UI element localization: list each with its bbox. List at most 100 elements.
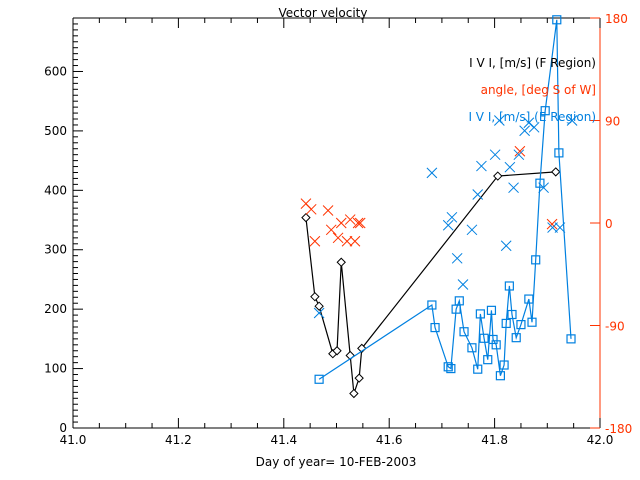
data-point-square	[552, 15, 562, 25]
data-point-x	[476, 160, 487, 172]
x-tick-label: 41.0	[60, 433, 87, 447]
data-point-x	[341, 235, 353, 247]
data-point-diamond	[310, 291, 320, 302]
y2-tick-label: -90	[605, 320, 625, 334]
data-point-x	[446, 211, 458, 223]
data-point-x	[352, 217, 364, 229]
x-mark-stroke	[514, 145, 526, 157]
data-point-square	[504, 281, 514, 291]
axes	[72, 17, 601, 429]
data-point-x	[547, 222, 558, 233]
series-line-0	[305, 171, 556, 394]
x-mark-stroke	[476, 160, 487, 172]
data-point-square	[454, 296, 464, 306]
y-tick-label: 300	[44, 243, 67, 257]
data-point-x	[489, 149, 501, 161]
x-mark-stroke	[451, 252, 463, 264]
data-point-x	[566, 115, 578, 126]
data-point-square	[459, 327, 469, 337]
data-point-diamond	[349, 388, 359, 399]
y-tick-label: 500	[44, 124, 67, 138]
data-point-x	[305, 203, 317, 215]
x-mark-stroke	[426, 167, 438, 179]
y-tick-label: 200	[44, 302, 67, 316]
x-tick-label: 41.2	[165, 433, 192, 447]
data-point-x	[442, 219, 454, 231]
data-point-diamond	[354, 373, 364, 383]
x-mark-stroke	[322, 205, 334, 216]
data-point-diamond	[314, 301, 324, 311]
data-point-square	[475, 309, 485, 319]
data-point-square	[499, 360, 509, 370]
data-point-square	[488, 334, 498, 345]
x-tick-label: 41.8	[481, 433, 508, 447]
x-mark-stroke	[354, 217, 366, 229]
x-mark-stroke	[309, 235, 321, 247]
chart-title: Vector velocity	[279, 6, 368, 20]
data-point-square	[479, 333, 489, 343]
x-mark-stroke	[546, 218, 558, 230]
data-point-x	[335, 217, 347, 229]
x-tick-label: 41.4	[270, 433, 297, 447]
x-mark-stroke	[547, 222, 558, 233]
x-tick-label: 41.6	[376, 433, 403, 447]
x-mark-stroke	[538, 182, 549, 194]
data-point-x	[504, 161, 516, 173]
legend: I V I, [m/s] (F Region) angle, [deg S of…	[468, 56, 596, 124]
data-point-square	[501, 318, 511, 329]
data-point-x	[349, 235, 361, 247]
y-tick-label: 600	[44, 64, 67, 78]
y2-tick-label: 180	[605, 12, 628, 26]
data-point-x	[514, 145, 526, 157]
x-mark-stroke	[508, 182, 519, 194]
x-mark-stroke	[466, 224, 478, 236]
data-point-square	[535, 178, 545, 188]
data-point-square	[467, 343, 477, 353]
x-mark-stroke	[504, 161, 516, 173]
data-point-x	[325, 224, 337, 236]
data-point-square	[524, 294, 534, 304]
y2-tick-label: -180	[605, 422, 632, 436]
data-point-square	[554, 148, 564, 158]
x-mark-stroke	[519, 125, 530, 137]
data-point-square	[495, 371, 505, 381]
data-point-square	[483, 355, 493, 365]
data-point-x	[309, 235, 321, 247]
x-mark-stroke	[305, 203, 317, 215]
x-mark-stroke	[457, 279, 469, 290]
data-point-square	[527, 317, 537, 327]
data-point-diamond	[336, 257, 346, 267]
x-mark-stroke	[500, 240, 512, 252]
data-point-square	[531, 255, 541, 265]
data-point-diamond	[332, 346, 342, 356]
x-tick-label: 42.0	[587, 433, 614, 447]
x-mark-stroke	[341, 235, 353, 247]
x-mark-stroke	[523, 117, 535, 129]
data-point-square	[491, 340, 501, 350]
legend-e-region: I V I, [m/s] (E Region)	[468, 110, 596, 124]
data-point-diamond	[551, 167, 561, 177]
series-line-2	[318, 19, 572, 380]
data-point-x	[546, 218, 558, 230]
data-point-x	[451, 252, 463, 264]
data-point-x	[513, 149, 525, 161]
y-tick-label: 400	[44, 183, 67, 197]
data-point-x	[426, 167, 438, 179]
data-point-square	[427, 300, 437, 310]
ticks: 41.0 41.2 41.4 41.6 41.8 42.0 0 100 200 300 400 500…	[44, 12, 632, 447]
data-point-x	[344, 214, 356, 225]
data-point-square	[443, 362, 453, 372]
x-mark-stroke	[493, 115, 505, 126]
data-point-x	[466, 224, 478, 236]
data-point-square	[446, 363, 456, 374]
x-mark-stroke	[554, 222, 566, 233]
legend-f-region: I V I, [m/s] (F Region)	[469, 56, 596, 70]
data-point-square	[540, 106, 550, 116]
x-mark-stroke	[442, 219, 454, 231]
y-tick-label: 0	[59, 421, 67, 435]
data-point-x	[519, 125, 530, 137]
data-point-x	[523, 117, 535, 129]
legend-angle: angle, [deg S of W]	[481, 83, 596, 97]
x-mark-stroke	[528, 121, 540, 133]
